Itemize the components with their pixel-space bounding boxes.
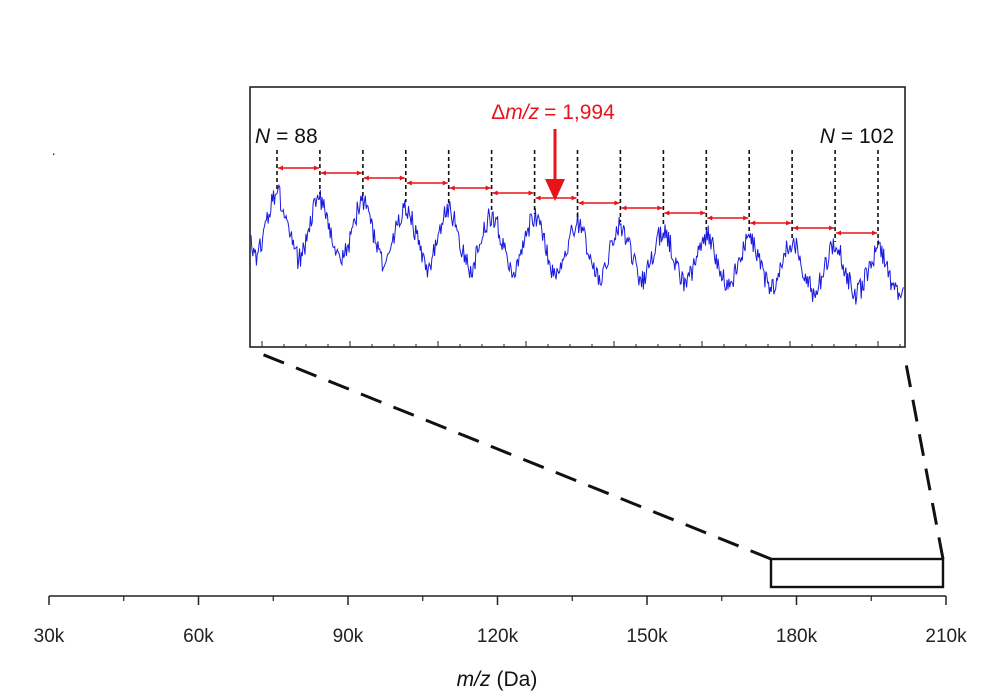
inset-peak-markers [276, 150, 879, 246]
delta-arrow-head [545, 179, 565, 201]
delta-mz-label: Δm/z = 1,994 [491, 101, 615, 124]
delta-symbol: Δ [491, 101, 505, 124]
spacing-arrow-head [363, 175, 369, 181]
spacing-arrow-head [535, 195, 541, 201]
x-tick-label: 90k [333, 626, 364, 647]
spacing-arrow-head [664, 210, 670, 216]
inset-label-n-end-symbol: N [820, 125, 836, 148]
zoom-box [769, 557, 945, 589]
spacing-arrow-head [700, 210, 706, 216]
spacing-arrow-head [743, 215, 749, 221]
spacing-arrow-head [356, 170, 362, 176]
spacing-arrow-head [614, 200, 620, 206]
spacing-arrow-head [657, 205, 663, 211]
inset-label-n-start-symbol: N [255, 125, 271, 148]
spacing-arrow-head [492, 190, 498, 196]
x-tick-label: 210k [925, 626, 967, 647]
spacing-arrow-head [836, 230, 842, 236]
spacing-arrow-head [571, 195, 577, 201]
spacing-arrow-head [449, 185, 455, 191]
delta-mz-value: = 1,994 [544, 101, 615, 124]
delta-mz-symbol: m/z [505, 101, 539, 124]
x-axis-title: m/z (Da) [457, 668, 538, 691]
spacing-arrow-head [707, 215, 713, 221]
spacing-arrow-head [485, 185, 491, 191]
spacing-arrow-head [872, 230, 877, 236]
x-tick-label: 150k [626, 626, 668, 647]
inset-spectrum-line [250, 183, 904, 305]
inset-label-n-end: N = 102 [820, 125, 894, 148]
spacing-arrow-head [750, 220, 756, 226]
inset-label-n-start-value: = 88 [276, 125, 317, 148]
inset-label-n-start: N = 88 [255, 125, 318, 148]
x-tick-label: 120k [477, 626, 519, 647]
spacing-arrow-head [442, 180, 448, 186]
x-axis-ticks: 30k 60k 90k 120k 150k 180k 210k [34, 596, 967, 647]
spacing-arrow-head [528, 190, 534, 196]
spacing-arrow-head [406, 180, 412, 186]
spacing-arrow-head [278, 165, 283, 171]
x-axis-title-unit: (Da) [496, 668, 537, 691]
x-tick-label: 180k [776, 626, 818, 647]
spacing-arrow-head [313, 165, 319, 171]
inset-ticks [261, 341, 901, 347]
spacing-arrow-head [320, 170, 326, 176]
x-tick-label: 30k [34, 626, 65, 647]
spacing-arrow-head [621, 205, 627, 211]
spacing-arrow-head [793, 225, 799, 231]
inset-label-n-end-value: = 102 [841, 125, 894, 148]
inset-spacing-arrows [278, 165, 877, 236]
spacing-arrow-head [786, 220, 792, 226]
spacing-arrow-head [829, 225, 835, 231]
spacing-arrow-head [399, 175, 405, 181]
zoom-connector-left [258, 351, 772, 561]
spacing-arrow-head [578, 200, 584, 206]
zoom-connector-right [902, 352, 945, 560]
x-axis-title-italic: m/z [457, 668, 491, 691]
inset-panel: N = 88 N = 102 Δm/z = 1,994 [249, 86, 906, 348]
x-tick-label: 60k [183, 626, 214, 647]
